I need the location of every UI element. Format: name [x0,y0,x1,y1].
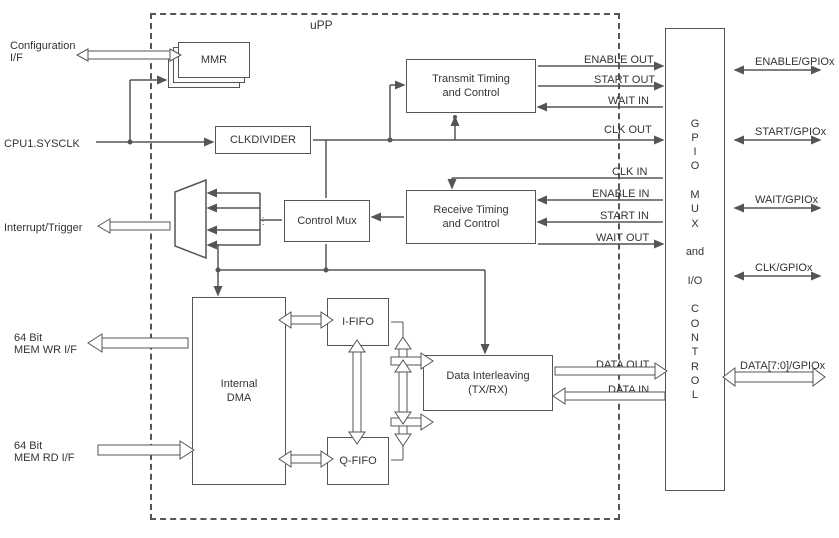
start-out-label: START OUT [594,74,655,86]
wait-out-label: WAIT OUT [596,232,649,244]
upp-title: uPP [310,18,333,32]
ififo-block: I-FIFO [327,298,389,346]
enable-out-label: ENABLE OUT [584,54,654,66]
start-in-label: START IN [600,210,649,222]
mem-wr-label: 64 Bit MEM WR I/F [14,332,77,356]
clk-in-label: CLK IN [612,166,647,178]
mem-rd-label: 64 Bit MEM RD I/F [14,440,75,464]
enable-gpio-label: ENABLE/GPIOx [755,56,834,68]
clkdivider-block: CLKDIVIDER [215,126,311,154]
clk-out-label: CLK OUT [604,124,652,136]
start-gpio-label: START/GPIOx [755,126,826,138]
wait-gpio-label: WAIT/GPIOx [755,194,818,206]
wait-in-label: WAIT IN [608,95,649,107]
data-gpio-label: DATA[7:0]/GPIOx [740,360,825,372]
config-if-label: Configuration I/F [10,40,75,64]
dma-block: Internal DMA [192,297,286,485]
rx-timing-block: Receive Timing and Control [406,190,536,244]
clk-gpio-label: CLK/GPIOx [755,262,812,274]
tx-timing-block: Transmit Timing and Control [406,59,536,113]
data-out-label: DATA OUT [596,359,649,371]
mmr-block: MMR [178,42,250,78]
data-in-label: DATA IN [608,384,649,396]
interrupt-label: Interrupt/Trigger [4,222,82,234]
ctrl-mux-block: Control Mux [284,200,370,242]
gpio-block: G P I O M U X and I/O C O N T R O L [665,28,725,491]
qfifo-block: Q-FIFO [327,437,389,485]
interleave-block: Data Interleaving (TX/RX) [423,355,553,411]
enable-in-label: ENABLE IN [592,188,649,200]
cpu-sysclk-label: CPU1.SYSCLK [4,138,80,150]
gpio-right-arrows [735,70,820,276]
